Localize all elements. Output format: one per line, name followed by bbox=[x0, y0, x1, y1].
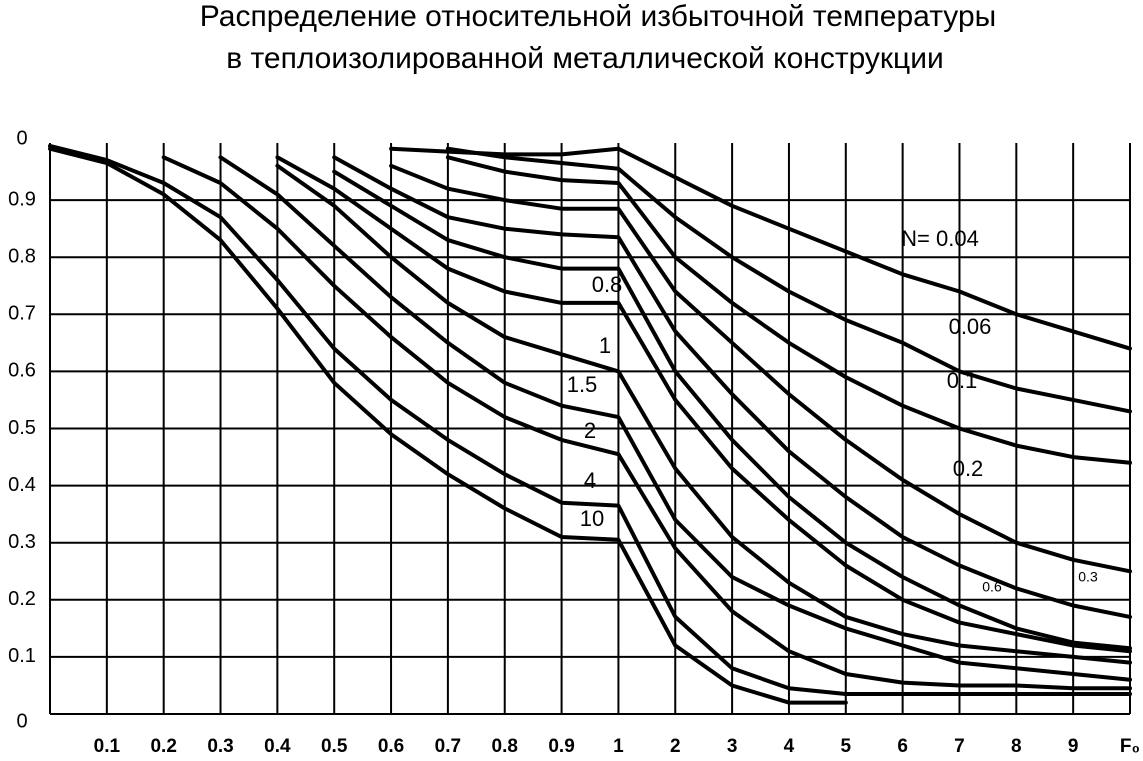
x-tick-label: 3 bbox=[727, 736, 738, 757]
y-tick-label: 0.4 bbox=[8, 474, 36, 496]
x-tick-label: 0.6 bbox=[378, 736, 404, 757]
y-tick-label: 0 bbox=[16, 710, 27, 732]
y-tick-label: 0.7 bbox=[8, 303, 36, 325]
curve bbox=[48, 146, 848, 705]
x-tick-label: 0.4 bbox=[264, 736, 291, 757]
y-tick-label: 0.2 bbox=[8, 588, 36, 610]
chart-title: Распределение относительной избыточной т… bbox=[200, 0, 996, 33]
x-tick-label: 0.9 bbox=[548, 736, 574, 757]
curve bbox=[332, 155, 1132, 619]
curve bbox=[218, 155, 1132, 682]
chart-title: в теплоизолированной металлической конст… bbox=[226, 42, 944, 75]
curve bbox=[445, 146, 1132, 414]
series-label: 0.6 bbox=[982, 579, 1002, 595]
y-tick-label: 0.3 bbox=[8, 531, 36, 553]
curve bbox=[389, 163, 1132, 574]
x-tick-label: F₀ bbox=[1120, 736, 1140, 757]
series-label: 1 bbox=[599, 333, 611, 358]
x-tick-label: 1 bbox=[613, 736, 624, 757]
series-label: 0.1 bbox=[947, 368, 978, 393]
series-label: 0.8 bbox=[592, 272, 623, 297]
series-label: 1.5 bbox=[567, 372, 598, 397]
series-label: N= 0.04 bbox=[901, 226, 979, 251]
curve bbox=[275, 155, 1132, 654]
series-label: 0.2 bbox=[953, 456, 984, 481]
x-tick-label: 7 bbox=[954, 736, 965, 757]
x-tick-label: 0.8 bbox=[492, 736, 518, 757]
y-tick-label: 0.9 bbox=[8, 188, 36, 210]
curve bbox=[48, 143, 1132, 696]
x-tick-label: 0.3 bbox=[207, 736, 233, 757]
y-tick-label: 0.8 bbox=[8, 245, 36, 267]
x-tick-label: 6 bbox=[897, 736, 908, 757]
x-tick-label: 0.2 bbox=[150, 736, 176, 757]
series-label: 10 bbox=[580, 506, 604, 531]
x-tick-label: 9 bbox=[1068, 736, 1079, 757]
curve bbox=[389, 146, 1132, 351]
x-tick-label: 0.7 bbox=[435, 736, 461, 757]
series-label: 4 bbox=[584, 468, 596, 493]
x-tick-label: 5 bbox=[841, 736, 852, 757]
y-tick-label: 0.1 bbox=[8, 645, 36, 667]
x-tick-label: 0.5 bbox=[321, 736, 348, 757]
curve bbox=[332, 169, 1132, 651]
x-tick-label: 0.1 bbox=[94, 736, 121, 757]
curve bbox=[275, 163, 1132, 665]
series-label: 2 bbox=[584, 418, 596, 443]
y-tick-label: 0.5 bbox=[8, 417, 36, 439]
curve bbox=[445, 155, 1132, 465]
series-label: 0.3 bbox=[1078, 569, 1098, 585]
x-tick-label: 2 bbox=[670, 736, 681, 757]
x-tick-label: 8 bbox=[1011, 736, 1022, 757]
series-label: 0.06 bbox=[949, 314, 992, 339]
y-tick-label: 0 bbox=[16, 127, 27, 149]
y-tick-label: 0.6 bbox=[8, 360, 36, 382]
curve bbox=[161, 155, 1132, 691]
x-tick-label: 4 bbox=[784, 736, 795, 757]
